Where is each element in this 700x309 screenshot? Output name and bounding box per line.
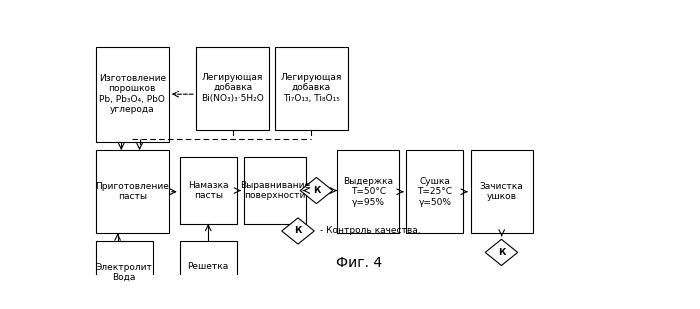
- Text: Изготовление
порошков
Pb, Pb₃O₄, PbO
углерода: Изготовление порошков Pb, Pb₃O₄, PbO угл…: [99, 74, 166, 114]
- Bar: [407, 150, 463, 233]
- Text: К: К: [294, 226, 302, 235]
- Bar: [196, 47, 270, 130]
- Bar: [274, 47, 348, 130]
- Text: Фиг. 4: Фиг. 4: [336, 256, 382, 270]
- Bar: [96, 150, 169, 233]
- Text: К: К: [498, 248, 505, 257]
- Text: Выравнивание
поверхности: Выравнивание поверхности: [240, 181, 310, 200]
- Text: Выдержка
Т=50°С
γ=95%: Выдержка Т=50°С γ=95%: [343, 177, 393, 207]
- Bar: [180, 240, 237, 293]
- Text: Зачистка
ушков: Зачистка ушков: [480, 182, 524, 201]
- Bar: [96, 240, 153, 305]
- Text: Электролит
Вода: Электролит Вода: [96, 263, 153, 282]
- Text: Приготовление
пасты: Приготовление пасты: [95, 182, 169, 201]
- Text: Намазка
пасты: Намазка пасты: [188, 181, 228, 200]
- Bar: [470, 150, 533, 233]
- Text: Сушка
Т=25°С
γ=50%: Сушка Т=25°С γ=50%: [417, 177, 452, 207]
- Bar: [337, 150, 400, 233]
- Bar: [96, 47, 169, 142]
- Polygon shape: [281, 218, 314, 244]
- Text: Легирующая
добавка
Bi(NO₃)₃·5H₂O: Легирующая добавка Bi(NO₃)₃·5H₂O: [201, 73, 264, 103]
- Text: К: К: [313, 186, 320, 195]
- Polygon shape: [300, 177, 332, 204]
- Polygon shape: [485, 239, 518, 265]
- Bar: [244, 157, 306, 224]
- Bar: [180, 157, 237, 224]
- Text: Решетка: Решетка: [188, 262, 229, 271]
- Text: Легирующая
добавка
Ti₇O₁₃, Ti₈O₁₅: Легирующая добавка Ti₇O₁₃, Ti₈O₁₅: [281, 73, 342, 103]
- Text: - Контроль качества.: - Контроль качества.: [320, 226, 420, 235]
